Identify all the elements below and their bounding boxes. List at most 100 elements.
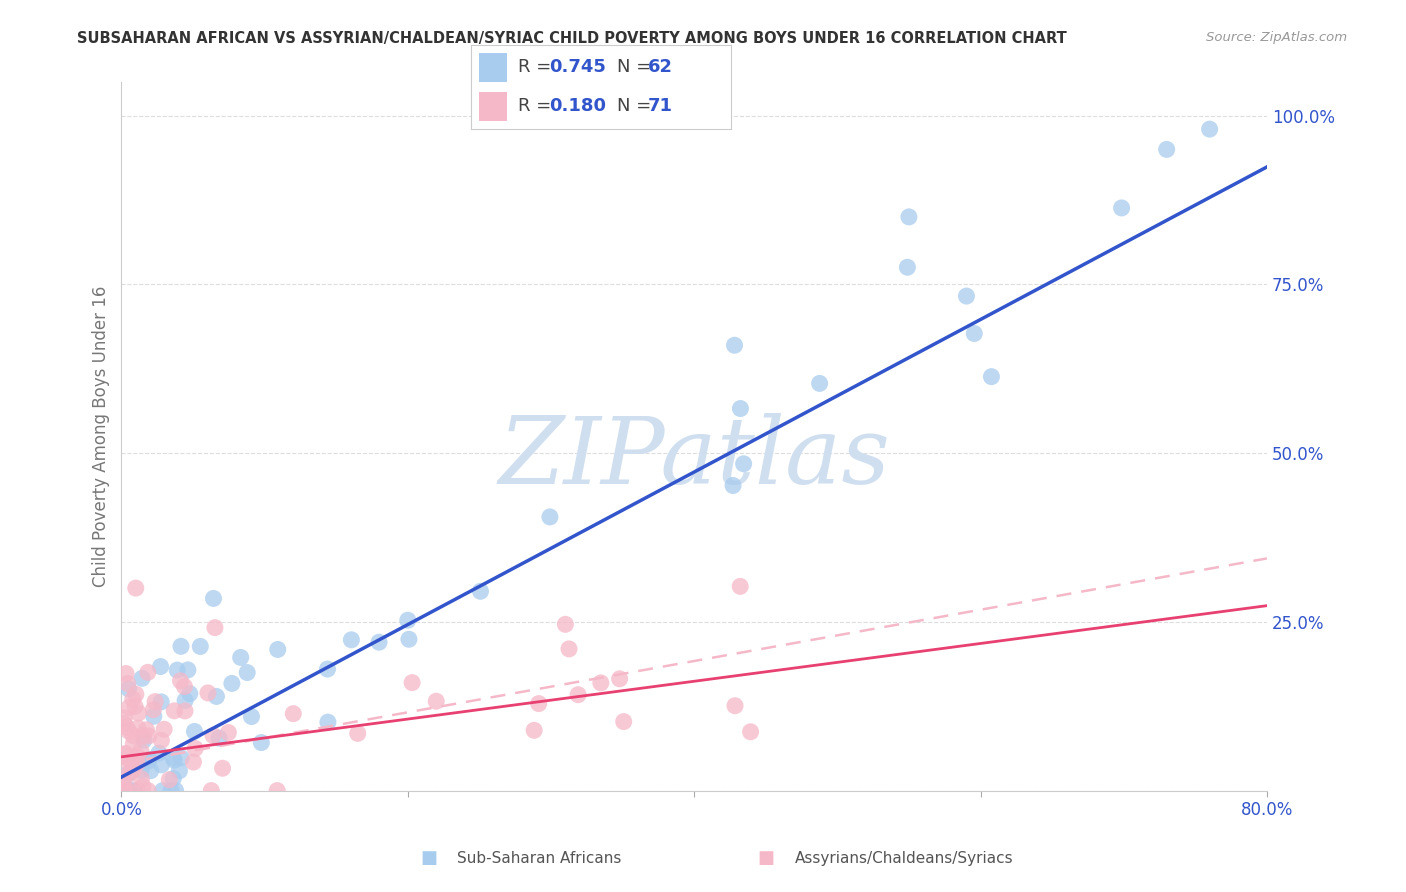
Text: N =: N = xyxy=(617,59,657,77)
Point xyxy=(183,755,205,769)
Point xyxy=(589,676,612,690)
Text: Sub-Saharan Africans: Sub-Saharan Africans xyxy=(457,851,621,865)
Point xyxy=(346,726,368,740)
Point xyxy=(118,757,141,772)
Point xyxy=(153,723,176,737)
Point xyxy=(612,109,634,123)
Point xyxy=(129,743,152,757)
Point xyxy=(368,635,391,649)
Point xyxy=(202,728,225,742)
Point xyxy=(184,741,207,756)
Point xyxy=(112,783,135,797)
Point xyxy=(117,676,139,690)
Point xyxy=(211,761,233,775)
Point xyxy=(229,650,252,665)
Point xyxy=(117,681,139,696)
Point xyxy=(150,695,173,709)
Point xyxy=(179,687,201,701)
Point xyxy=(162,772,184,786)
Point xyxy=(1111,201,1133,215)
Point xyxy=(122,737,145,751)
Point xyxy=(112,783,135,797)
Point xyxy=(204,621,226,635)
Bar xyxy=(479,92,508,120)
Point xyxy=(150,733,173,747)
Point xyxy=(127,706,149,720)
Point xyxy=(283,706,305,721)
Point xyxy=(236,665,259,680)
Point xyxy=(1198,122,1220,136)
Point xyxy=(157,772,180,787)
Point xyxy=(122,729,145,743)
Point xyxy=(120,755,142,769)
Point xyxy=(538,510,561,524)
Point xyxy=(115,666,138,681)
Point xyxy=(142,703,165,717)
Point xyxy=(554,617,576,632)
Point xyxy=(728,579,751,593)
Point xyxy=(127,721,149,735)
Point xyxy=(142,709,165,723)
Point xyxy=(162,750,184,764)
Point xyxy=(118,700,141,714)
Point xyxy=(127,783,149,797)
Point xyxy=(143,695,166,709)
Point xyxy=(425,694,447,708)
Point xyxy=(169,764,191,778)
Point xyxy=(136,783,159,797)
Text: Assyrians/Chaldeans/Syriacs: Assyrians/Chaldeans/Syriacs xyxy=(794,851,1012,865)
Text: Source: ZipAtlas.com: Source: ZipAtlas.com xyxy=(1206,31,1347,45)
Point xyxy=(897,210,920,224)
Point xyxy=(124,699,146,714)
Point xyxy=(723,338,745,352)
Point xyxy=(132,729,155,743)
Point xyxy=(173,680,195,694)
Point xyxy=(160,783,183,797)
Point xyxy=(267,642,290,657)
Point xyxy=(163,753,186,767)
Point xyxy=(183,724,205,739)
Point xyxy=(733,457,755,471)
Point xyxy=(170,640,193,654)
Point xyxy=(208,731,231,745)
Point xyxy=(132,733,155,747)
Point xyxy=(148,746,170,760)
Point xyxy=(202,591,225,606)
Point xyxy=(132,780,155,794)
Point xyxy=(115,720,138,734)
Point xyxy=(136,754,159,768)
Point xyxy=(470,584,492,599)
Point xyxy=(129,764,152,778)
Point xyxy=(136,665,159,680)
Point xyxy=(980,369,1002,384)
Text: ■: ■ xyxy=(420,849,437,867)
Point xyxy=(240,709,263,723)
Point xyxy=(217,725,239,739)
Point xyxy=(166,663,188,677)
Point xyxy=(138,729,160,743)
Point xyxy=(558,641,581,656)
Point xyxy=(163,704,186,718)
Point xyxy=(896,260,918,275)
Point xyxy=(609,672,631,686)
Point xyxy=(724,698,747,713)
Point xyxy=(340,632,363,647)
Text: N =: N = xyxy=(617,97,657,115)
Point xyxy=(117,783,139,797)
Point xyxy=(250,735,273,749)
Point xyxy=(117,724,139,739)
Point xyxy=(112,774,135,789)
Point xyxy=(112,783,135,797)
Point xyxy=(138,752,160,766)
Point xyxy=(197,686,219,700)
Point xyxy=(165,783,187,797)
Point xyxy=(808,376,831,391)
Text: ZIPatlas: ZIPatlas xyxy=(498,412,890,502)
Point xyxy=(115,783,138,797)
Point xyxy=(396,613,419,627)
Point xyxy=(205,690,228,704)
Point xyxy=(523,723,546,738)
Text: ■: ■ xyxy=(758,849,775,867)
Point xyxy=(170,751,193,765)
Point xyxy=(112,716,135,731)
